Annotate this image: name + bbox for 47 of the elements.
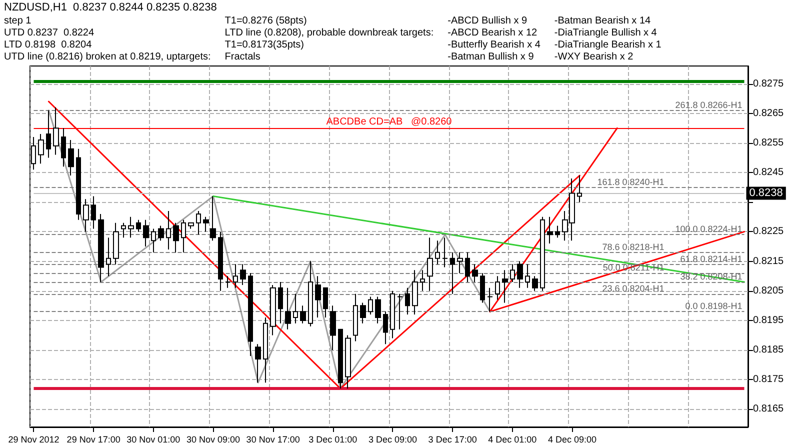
text: -ABCD Bearish x 12: [448, 28, 538, 38]
x-tick-label: 3 Dec 01:00: [308, 434, 358, 444]
x-tick-label: 29 Nov 2012: [8, 434, 60, 444]
text: T1=0.8276 (58pts): [224, 16, 307, 26]
y-tick-label: 0.8205: [753, 285, 784, 296]
chart-title: NZDUSD,H1 0.8237 0.8244 0.8235 0.8238: [4, 2, 217, 14]
y-tick-label: 0.8165: [753, 404, 784, 415]
y-tick-label: 0.8245: [753, 167, 784, 178]
text: -ABCD Bullish x 9: [448, 16, 528, 26]
y-tick-label: 0.8265: [753, 108, 784, 119]
text: T1=0.8173(35pts): [224, 40, 304, 50]
text: -WXY Bearish x 2: [554, 52, 634, 62]
text: UTD line (0.8216) broken at 0.8219, uptargets:: [4, 52, 211, 62]
text: -DiaTriangle Bullish x 4: [554, 28, 658, 38]
text: -Butterfly Bearish x 4: [448, 40, 541, 50]
text: LTD line (0.8208), probable downbreak targets:: [224, 28, 434, 38]
x-tick-label: 29 Nov 17:00: [66, 434, 120, 444]
y-tick-label: 0.8275: [753, 78, 784, 90]
x-tick-label: 3 Dec 09:00: [368, 434, 418, 444]
x-tick-label: 30 Nov 09:00: [186, 434, 240, 444]
text: UTD 0.8237 0.8224: [4, 28, 94, 38]
ref-line-label: 61.8 0.8214-H1: [680, 254, 742, 264]
x-tick-label: 4 Dec 01:00: [488, 434, 537, 444]
text: -Batman Bullish x 9: [448, 52, 534, 62]
x-tick-label: 4 Dec 09:00: [548, 434, 597, 444]
ref-line-label: 100.0 0.8224-H1: [675, 224, 742, 234]
x-tick-label: 30 Nov 01:00: [126, 434, 180, 444]
text: Fractals: [224, 52, 260, 62]
x-tick-label: 30 Nov 17:00: [246, 434, 300, 444]
text: step 1: [4, 16, 32, 26]
text: LTD 0.8198 0.8204: [4, 40, 92, 50]
ref-line-label: 261.8 0.8266-H1: [675, 100, 742, 110]
y-tick-label: 0.8185: [753, 344, 784, 356]
text: -DiaTriangle Bearish x 1: [554, 40, 662, 50]
y-tick-label: 0.8195: [753, 314, 784, 326]
text: -Batman Bearish x 14: [554, 16, 652, 26]
y-tick-label: 0.8215: [753, 256, 784, 267]
y-tick-label: 0.8255: [753, 137, 784, 148]
y-tick-label: 0.8225: [753, 226, 784, 238]
ref-line-label: 0.0 0.8198-H1: [685, 301, 742, 312]
ref-line-label: 78.6 0.8218-H1: [602, 242, 664, 252]
x-tick-label: 3 Dec 17:00: [428, 434, 477, 444]
ref-line-label: 161.8 0.8240-H1: [597, 176, 664, 187]
y-tick-label: 0.8175: [753, 374, 784, 386]
ref-line-label: 23.6 0.8204-H1: [602, 283, 664, 294]
ref-line-label: ABCDBe CD=AB @0.8260: [326, 116, 452, 128]
ref-line-label: 0.8238: [749, 187, 783, 200]
